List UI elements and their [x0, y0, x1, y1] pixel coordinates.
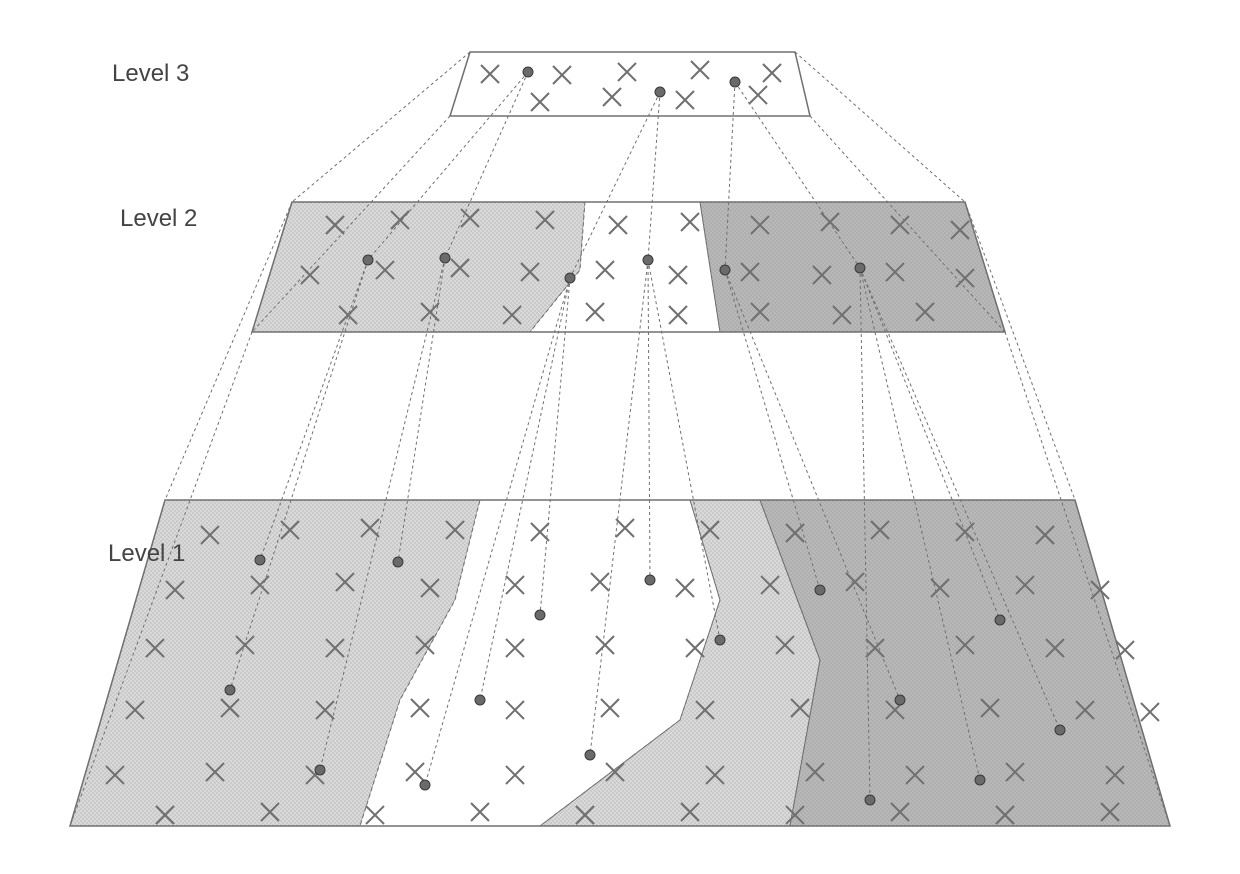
level-2-label: Level 2: [120, 205, 197, 233]
level-group-1: [450, 52, 810, 116]
level-3-label: Level 3: [112, 60, 189, 88]
hierarchy-diagram: [0, 0, 1240, 874]
level-1-label: Level 1: [108, 540, 185, 568]
diagram-container: Level 3 Level 2 Level 1: [0, 0, 1240, 874]
